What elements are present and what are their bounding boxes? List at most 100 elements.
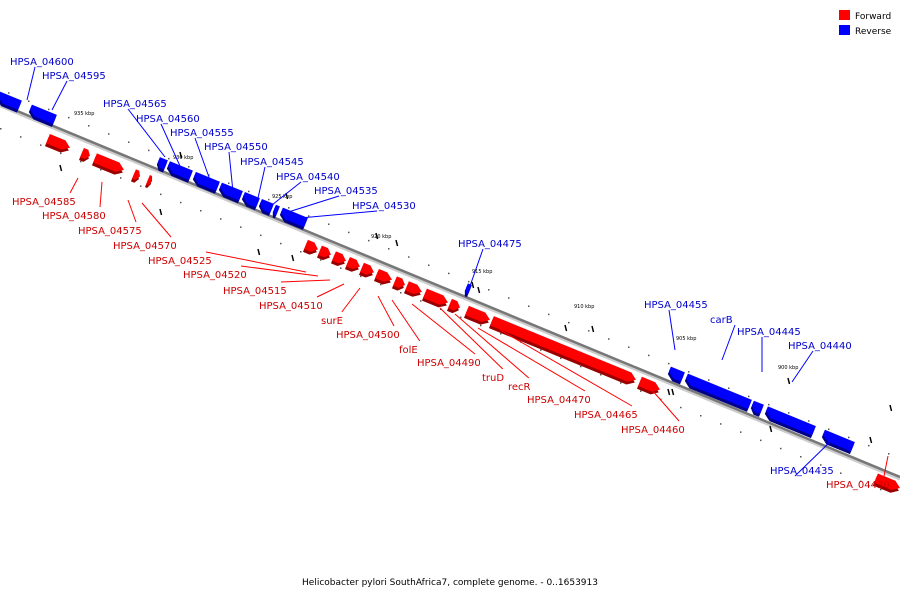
tick-dot bbox=[68, 116, 70, 119]
legend-label-forward: Forward bbox=[855, 12, 891, 22]
forward-gene-label: HPSA_04430 bbox=[826, 480, 890, 491]
forward-gene-label: HPSA_04515 bbox=[223, 286, 287, 297]
gene-body bbox=[823, 429, 855, 452]
gene-body bbox=[220, 182, 243, 201]
tick-dot bbox=[480, 324, 482, 327]
tick-dot bbox=[60, 152, 62, 155]
reverse-gene-label: HPSA_04565 bbox=[103, 99, 167, 110]
forward-gene-arrow bbox=[78, 147, 90, 162]
forward-gene-arrow bbox=[636, 376, 660, 395]
gene-body bbox=[766, 406, 816, 436]
reverse-leader-line bbox=[271, 181, 302, 206]
gene-body bbox=[360, 262, 374, 275]
tick-dot bbox=[120, 177, 122, 179]
gene-body bbox=[686, 373, 752, 410]
gene-body bbox=[132, 169, 140, 180]
tick-dot bbox=[780, 447, 782, 450]
reverse-gene-arrow bbox=[192, 171, 220, 194]
gene-body bbox=[0, 91, 22, 110]
forward-gene-label: HPSA_04585 bbox=[12, 197, 76, 208]
forward-gene-label: HPSA_04570 bbox=[113, 241, 177, 252]
tick-mark bbox=[889, 404, 893, 412]
reverse-gene-arrow bbox=[156, 157, 168, 173]
tick-label: 910 kbp bbox=[574, 304, 594, 310]
genome-caption: Helicobacter pylori SouthAfrica7, comple… bbox=[302, 578, 598, 588]
tick-dot bbox=[640, 390, 642, 392]
tick-dot bbox=[708, 379, 710, 381]
gene-body bbox=[146, 175, 153, 186]
backbone-shadow bbox=[0, 104, 900, 481]
gene-body bbox=[273, 204, 280, 216]
gene-body bbox=[465, 283, 472, 295]
forward-gene-arrow bbox=[463, 305, 491, 325]
legend-swatch-forward bbox=[839, 10, 850, 20]
reverse-gene-label: HPSA_04540 bbox=[276, 172, 340, 183]
reverse-gene-label: carB bbox=[710, 315, 733, 326]
tick-dot bbox=[620, 382, 622, 384]
forward-gene-arrow bbox=[358, 262, 374, 278]
forward-gene-label: HPSA_04580 bbox=[42, 211, 106, 222]
forward-gene-arrow bbox=[330, 251, 346, 267]
gene-body bbox=[260, 198, 274, 214]
tick-label: 920 kbp bbox=[371, 234, 391, 240]
legend-label-reverse: Reverse bbox=[855, 27, 892, 37]
forward-gene-label: HPSA_04500 bbox=[336, 330, 400, 341]
tick-mark bbox=[787, 377, 791, 385]
gene-body bbox=[30, 104, 57, 125]
tick-dot bbox=[408, 256, 410, 258]
tick-dot bbox=[508, 297, 510, 299]
reverse-leader-line bbox=[791, 350, 814, 383]
tick-dot bbox=[400, 292, 402, 294]
tick-dot bbox=[528, 305, 530, 307]
tick-dot bbox=[8, 92, 10, 94]
forward-gene-arrow bbox=[446, 298, 461, 314]
tick-dot bbox=[220, 218, 222, 220]
reverse-gene-label: HPSA_04560 bbox=[136, 114, 200, 125]
tick-dot bbox=[748, 395, 750, 398]
tick-dot bbox=[368, 239, 370, 242]
tick-mark bbox=[179, 151, 183, 159]
tick-dot bbox=[0, 128, 2, 130]
reverse-gene-arrow bbox=[28, 104, 57, 127]
gene-body bbox=[752, 400, 764, 415]
gene-body bbox=[375, 268, 392, 282]
forward-leader-line bbox=[644, 381, 680, 422]
forward-leader-line bbox=[341, 287, 361, 313]
tick-dot bbox=[100, 169, 102, 171]
forward-gene-arrow bbox=[344, 257, 360, 272]
forward-leader-line bbox=[883, 455, 889, 477]
tick-dot bbox=[700, 415, 702, 417]
gene-body bbox=[393, 276, 406, 288]
reverse-gene-label: HPSA_04550 bbox=[204, 142, 268, 153]
tick-dot bbox=[880, 488, 882, 491]
forward-gene-label: HPSA_04575 bbox=[78, 226, 142, 237]
reverse-gene-arrow bbox=[821, 429, 855, 455]
forward-leader-line bbox=[69, 177, 79, 194]
forward-gene-arrow bbox=[144, 175, 153, 188]
reverse-gene-label: HPSA_04530 bbox=[352, 201, 416, 212]
reverse-gene-arrow bbox=[750, 400, 764, 417]
forward-leader-line bbox=[316, 283, 345, 298]
forward-leader-line bbox=[499, 329, 633, 407]
reverse-leader-line bbox=[721, 324, 736, 361]
reverse-leader-line bbox=[299, 210, 378, 219]
forward-gene-arrow bbox=[403, 281, 422, 297]
tick-label: 930 kbp bbox=[173, 155, 193, 161]
legend: Forward Reverse bbox=[839, 10, 892, 37]
forward-gene-arrow bbox=[44, 134, 70, 153]
gene-body bbox=[158, 157, 168, 170]
reverse-gene-label: HPSA_04455 bbox=[644, 300, 708, 311]
gene-body bbox=[332, 251, 346, 264]
tick-marks bbox=[59, 151, 893, 444]
forward-leader-line bbox=[205, 251, 307, 273]
tick-dot bbox=[28, 100, 30, 102]
reverse-gene-arrow bbox=[272, 204, 280, 219]
gene-body bbox=[80, 147, 90, 160]
gene-body bbox=[93, 153, 124, 172]
tick-dot bbox=[80, 160, 82, 163]
tick-dot bbox=[768, 403, 770, 406]
tick-dot bbox=[48, 108, 50, 111]
reverse-gene-arrow bbox=[241, 192, 260, 211]
tick-dot bbox=[740, 431, 742, 433]
tick-dot bbox=[420, 300, 422, 302]
